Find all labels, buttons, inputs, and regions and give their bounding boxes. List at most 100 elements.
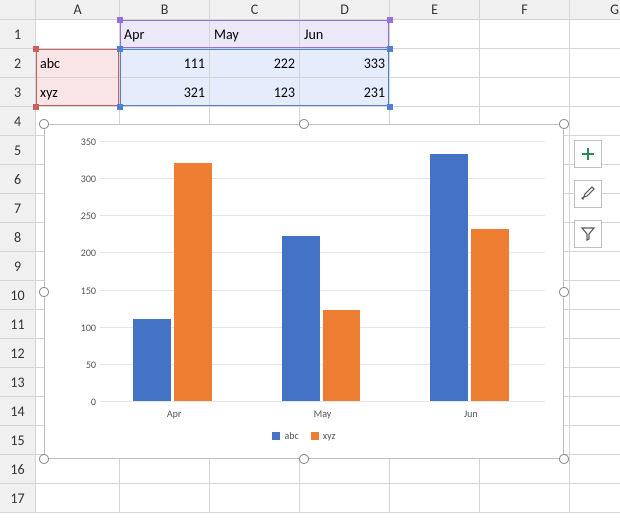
cell-E1[interactable] [390, 20, 480, 49]
chart-y-tick-label: 350 [70, 135, 96, 148]
cell-G17[interactable] [570, 484, 620, 513]
selection-handle[interactable] [117, 104, 123, 110]
cell-G12[interactable] [570, 339, 620, 368]
chart-resize-handle[interactable] [299, 454, 309, 464]
cell-B16[interactable] [120, 455, 210, 484]
cell-D3[interactable]: 231 [300, 78, 390, 107]
chart-bar[interactable] [323, 310, 361, 401]
cell-G10[interactable] [570, 281, 620, 310]
cell-G2[interactable] [570, 49, 620, 78]
chart-object[interactable]: 050100150200250300350AprMayJunabcxyz [44, 124, 564, 459]
selection-handle[interactable] [387, 17, 393, 23]
row-header-16[interactable]: 16 [0, 455, 36, 484]
row-header-9[interactable]: 9 [0, 252, 36, 281]
row-header-8[interactable]: 8 [0, 223, 36, 252]
row-header-11[interactable]: 11 [0, 310, 36, 339]
cell-B17[interactable] [120, 484, 210, 513]
col-header-G[interactable]: G [570, 0, 620, 20]
row-header-7[interactable]: 7 [0, 194, 36, 223]
cell-G3[interactable] [570, 78, 620, 107]
chart-brush-button[interactable] [574, 180, 602, 208]
legend-label: xyz [323, 429, 336, 442]
col-header-E[interactable]: E [390, 0, 480, 20]
chart-y-tick-label: 250 [70, 209, 96, 222]
cell-D1[interactable]: Jun [300, 20, 390, 49]
col-header-C[interactable]: C [210, 0, 300, 20]
selection-handle[interactable] [387, 46, 393, 52]
chart-plus-button[interactable] [574, 140, 602, 168]
col-header-A[interactable]: A [36, 0, 120, 20]
cell-C1[interactable]: May [210, 20, 300, 49]
cell-C17[interactable] [210, 484, 300, 513]
chart-plot-area[interactable] [100, 141, 545, 401]
cell-A17[interactable] [36, 484, 120, 513]
cell-G15[interactable] [570, 426, 620, 455]
cell-F17[interactable] [480, 484, 570, 513]
row-header-1[interactable]: 1 [0, 20, 36, 49]
row-header-15[interactable]: 15 [0, 426, 36, 455]
cell-A1[interactable] [36, 20, 120, 49]
cell-A3[interactable]: xyz [36, 78, 120, 107]
chart-bar[interactable] [133, 319, 171, 401]
cell-C16[interactable] [210, 455, 300, 484]
chart-resize-handle[interactable] [299, 119, 309, 129]
cell-G16[interactable] [570, 455, 620, 484]
chart-resize-handle[interactable] [39, 119, 49, 129]
row-header-5[interactable]: 5 [0, 136, 36, 165]
chart-bar[interactable] [471, 229, 509, 401]
chart-bar[interactable] [430, 154, 468, 401]
cell-G13[interactable] [570, 368, 620, 397]
row-header-14[interactable]: 14 [0, 397, 36, 426]
select-all-corner[interactable] [0, 0, 36, 20]
cell-B3[interactable]: 321 [120, 78, 210, 107]
cell-G9[interactable] [570, 252, 620, 281]
chart-bar[interactable] [282, 236, 320, 401]
cell-E16[interactable] [390, 455, 480, 484]
cell-G4[interactable] [570, 107, 620, 136]
selection-handle[interactable] [117, 46, 123, 52]
cell-D16[interactable] [300, 455, 390, 484]
row-header-4[interactable]: 4 [0, 107, 36, 136]
cell-G11[interactable] [570, 310, 620, 339]
selection-handle[interactable] [33, 104, 39, 110]
chart-funnel-button[interactable] [574, 220, 602, 248]
chart-resize-handle[interactable] [39, 454, 49, 464]
cell-G1[interactable] [570, 20, 620, 49]
cell-C3[interactable]: 123 [210, 78, 300, 107]
cell-F1[interactable] [480, 20, 570, 49]
col-header-F[interactable]: F [480, 0, 570, 20]
legend-item[interactable]: xyz [311, 429, 336, 442]
selection-handle[interactable] [33, 46, 39, 52]
col-header-D[interactable]: D [300, 0, 390, 20]
row-header-2[interactable]: 2 [0, 49, 36, 78]
cell-C2[interactable]: 222 [210, 49, 300, 78]
cell-F2[interactable] [480, 49, 570, 78]
legend-item[interactable]: abc [272, 429, 298, 442]
cell-B2[interactable]: 111 [120, 49, 210, 78]
cell-E17[interactable] [390, 484, 480, 513]
row-header-6[interactable]: 6 [0, 165, 36, 194]
chart-legend[interactable]: abc xyz [45, 429, 563, 442]
chart-resize-handle[interactable] [559, 454, 569, 464]
chart-resize-handle[interactable] [559, 119, 569, 129]
cell-D2[interactable]: 333 [300, 49, 390, 78]
col-header-B[interactable]: B [120, 0, 210, 20]
row-header-17[interactable]: 17 [0, 484, 36, 513]
cell-G14[interactable] [570, 397, 620, 426]
row-header-12[interactable]: 12 [0, 339, 36, 368]
cell-B1[interactable]: Apr [120, 20, 210, 49]
selection-handle[interactable] [387, 104, 393, 110]
row-header-13[interactable]: 13 [0, 368, 36, 397]
cell-E2[interactable] [390, 49, 480, 78]
cell-A2[interactable]: abc [36, 49, 120, 78]
chart-resize-handle[interactable] [39, 287, 49, 297]
cell-F16[interactable] [480, 455, 570, 484]
chart-bar[interactable] [174, 163, 212, 401]
cell-E3[interactable] [390, 78, 480, 107]
chart-resize-handle[interactable] [559, 287, 569, 297]
row-header-10[interactable]: 10 [0, 281, 36, 310]
cell-F3[interactable] [480, 78, 570, 107]
row-header-3[interactable]: 3 [0, 78, 36, 107]
cell-D17[interactable] [300, 484, 390, 513]
selection-handle[interactable] [117, 17, 123, 23]
